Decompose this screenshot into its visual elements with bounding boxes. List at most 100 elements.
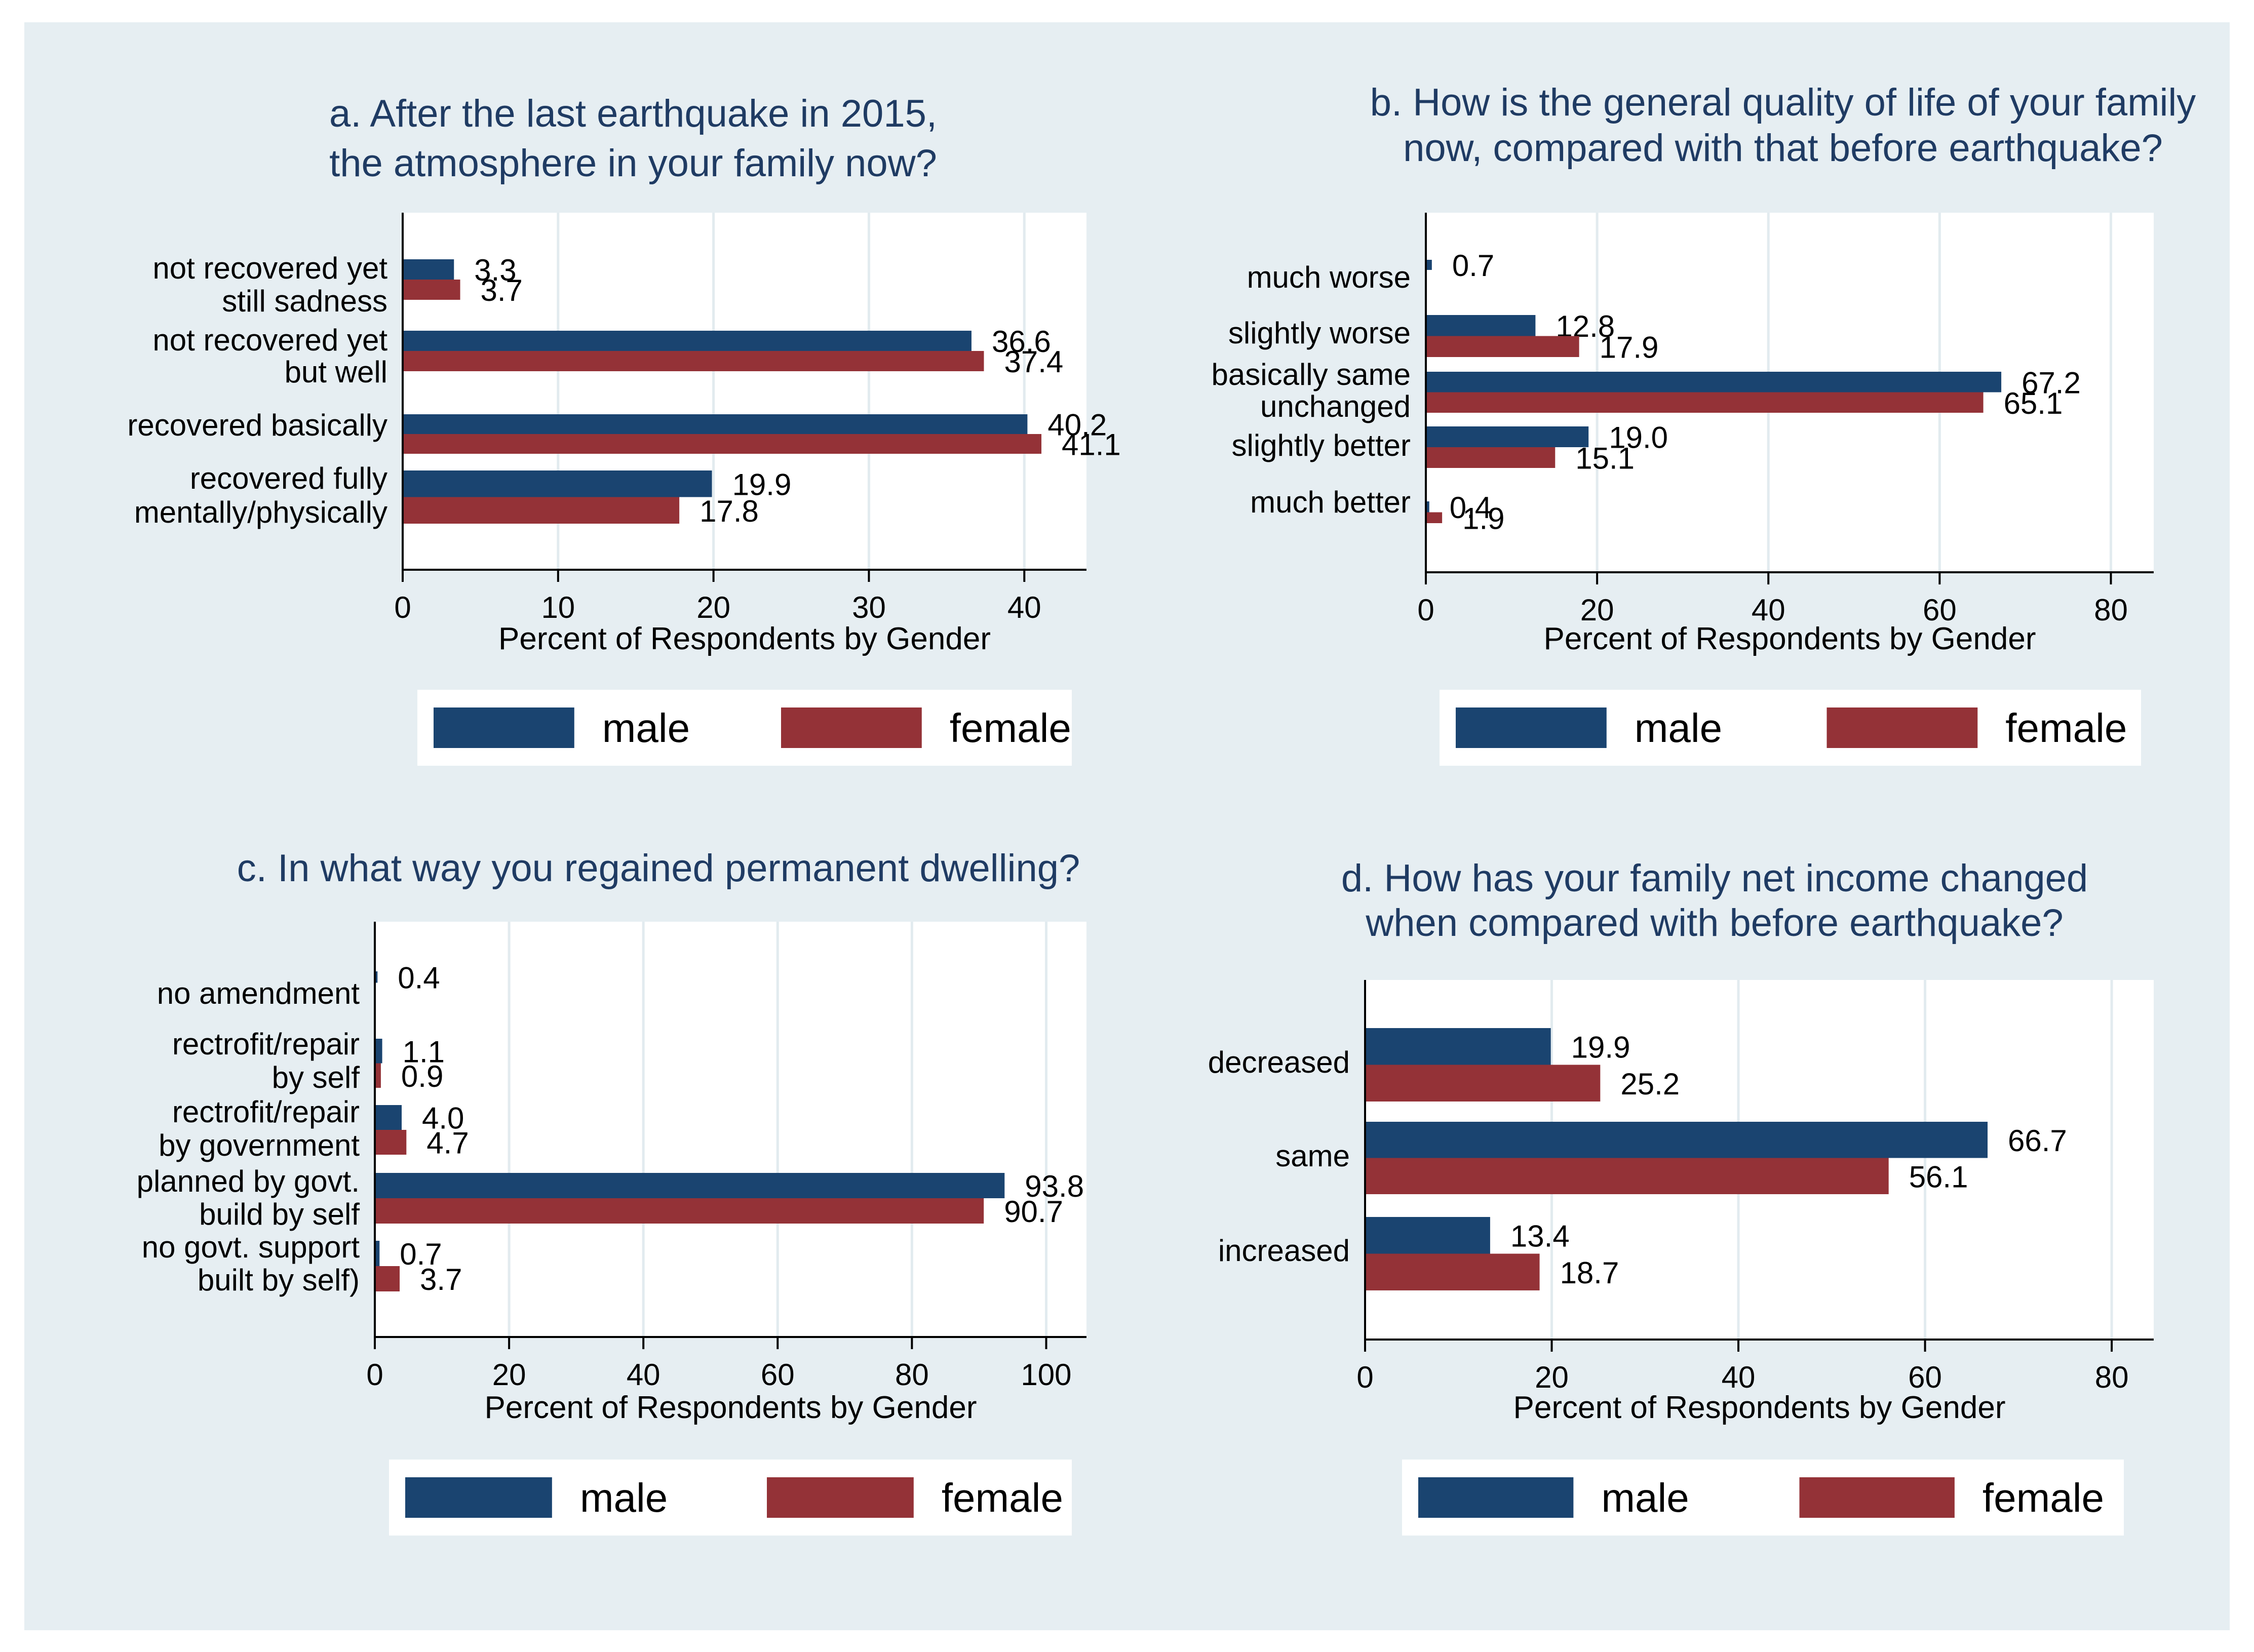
x-tick-label: 80 <box>895 1358 929 1392</box>
legend-label-male: male <box>1635 705 1722 751</box>
bar-value-label: 0.4 <box>398 961 440 995</box>
bar-female <box>1426 512 1443 523</box>
x-tick-label: 20 <box>492 1358 526 1392</box>
legend-swatch-female <box>1799 1477 1955 1518</box>
chart-title: a. After the last earthquake in 2015, <box>329 92 937 135</box>
category-label: basically same <box>1212 358 1411 391</box>
bar-male <box>375 1039 382 1064</box>
bar-value-label: 56.1 <box>1909 1160 1968 1194</box>
category-label: decreased <box>1208 1045 1350 1079</box>
bar-value-label: 3.3 <box>474 253 516 287</box>
category-label: same <box>1275 1139 1350 1173</box>
category-label: still sadness <box>222 284 387 318</box>
x-tick-label: 0 <box>394 591 411 624</box>
category-label: not recovered yet <box>152 251 387 285</box>
x-tick-label: 40 <box>1752 593 1785 627</box>
bar-value-label: 0.9 <box>401 1059 443 1093</box>
bar-value-label: 93.8 <box>1025 1169 1084 1203</box>
x-tick-label: 0 <box>1356 1360 1373 1394</box>
legend: male female <box>417 690 1072 766</box>
x-tick-label: 30 <box>852 591 886 624</box>
chart-title: d. How has your family net income change… <box>1341 857 2088 900</box>
legend-label-female: female <box>2005 705 2127 751</box>
bar-value-label: 17.8 <box>699 494 759 528</box>
bar-male <box>1426 426 1589 447</box>
category-label: but well <box>285 355 387 389</box>
bar-male <box>1365 1122 1988 1158</box>
chart-panel-a: a. After the last earthquake in 2015, the… <box>127 92 1121 766</box>
category-label: not recovered yet <box>152 323 387 357</box>
category-label: no amendment <box>157 976 360 1010</box>
category-label: no govt. support <box>142 1230 360 1264</box>
bar-male <box>1365 1028 1551 1065</box>
bar-value-label: 40.2 <box>1047 408 1107 442</box>
bar-value-label: 0.4 <box>1450 491 1492 525</box>
bar-value-label: 36.6 <box>992 325 1051 359</box>
bar-male <box>403 331 971 351</box>
bar-value-label: 67.2 <box>2022 366 2081 400</box>
bar-value-label: 41.1 <box>1062 428 1121 462</box>
x-tick-label: 0 <box>366 1358 383 1392</box>
category-label: slightly better <box>1232 428 1411 462</box>
bar-male <box>375 1173 1005 1198</box>
bar-female <box>403 434 1042 454</box>
category-label: build by self <box>199 1197 360 1231</box>
bar-value-label: 13.4 <box>1510 1219 1570 1253</box>
bar-value-label: 0.7 <box>1452 249 1494 283</box>
x-tick-label: 80 <box>2095 1360 2129 1394</box>
bar-value-label: 66.7 <box>2008 1124 2067 1158</box>
legend-label-female: female <box>1983 1475 2104 1520</box>
legend-swatch-male <box>1456 707 1607 748</box>
category-label: much better <box>1250 485 1411 519</box>
bar-value-label: 1.9 <box>1462 501 1504 535</box>
bar-female <box>375 1130 407 1155</box>
category-label: built by self) <box>198 1263 360 1297</box>
x-tick-label: 60 <box>761 1358 795 1392</box>
legend-swatch-female <box>767 1477 914 1518</box>
bar-female <box>375 1063 381 1088</box>
x-tick-label: 40 <box>1722 1360 1756 1394</box>
bar-value-label: 3.7 <box>481 273 523 307</box>
bar-male <box>403 259 454 280</box>
bar-value-label: 18.7 <box>1560 1256 1619 1290</box>
bar-female <box>1365 1158 1889 1194</box>
x-tick-label: 60 <box>1923 593 1957 627</box>
category-label: by self <box>272 1060 360 1094</box>
legend-label-male: male <box>602 705 690 751</box>
bar-female <box>1426 392 1984 413</box>
bar-male <box>375 971 378 983</box>
bar-value-label: 4.0 <box>422 1102 464 1135</box>
chart-panel-d: d. How has your family net income change… <box>1208 857 2154 1536</box>
x-axis-label: Percent of Respondents by Gender <box>1513 1390 2006 1425</box>
bar-value-label: 1.1 <box>403 1035 445 1069</box>
legend-swatch-female <box>1826 707 1978 748</box>
x-axis-label: Percent of Respondents by Gender <box>485 1390 977 1425</box>
chart-title: the atmosphere in your family now? <box>329 142 937 185</box>
legend-label-male: male <box>580 1475 668 1520</box>
x-tick-label: 20 <box>696 591 730 624</box>
bar-male <box>1365 1217 1490 1254</box>
bar-value-label: 17.9 <box>1600 330 1659 364</box>
chart-title: c. In what way you regained permanent dw… <box>237 847 1080 890</box>
legend-swatch-male <box>1418 1477 1574 1518</box>
x-tick-label: 40 <box>1007 591 1041 624</box>
bar-male <box>375 1241 380 1266</box>
bar-value-label: 90.7 <box>1004 1195 1063 1229</box>
x-tick-label: 40 <box>627 1358 660 1392</box>
bar-value-label: 19.0 <box>1609 421 1668 455</box>
bar-value-label: 19.9 <box>1571 1030 1630 1064</box>
category-label: mentally/physically <box>134 495 387 529</box>
bar-male <box>1426 501 1429 513</box>
bar-male <box>375 1105 402 1130</box>
legend: male female <box>1440 690 2141 766</box>
bar-value-label: 65.1 <box>2004 386 2063 420</box>
legend: male female <box>389 1460 1072 1536</box>
bar-value-label: 3.7 <box>420 1263 462 1296</box>
x-tick-label: 10 <box>541 591 575 624</box>
plot-area <box>375 922 1086 1337</box>
x-axis-label: Percent of Respondents by Gender <box>1544 621 2036 656</box>
legend-label-male: male <box>1601 1475 1689 1520</box>
legend-label-female: female <box>950 705 1071 751</box>
category-label: unchanged <box>1260 389 1411 423</box>
category-label: slightly worse <box>1228 316 1411 350</box>
